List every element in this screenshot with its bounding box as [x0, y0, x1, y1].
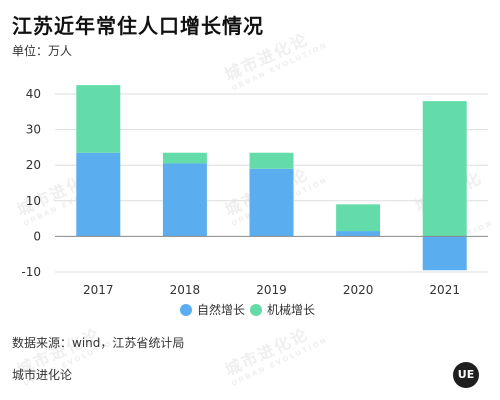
bar-segment — [76, 152, 121, 237]
bar-segment — [76, 85, 121, 153]
legend-label: 机械增长 — [267, 302, 315, 317]
y-tick-label: 20 — [26, 158, 41, 172]
brand-logo: UE — [453, 362, 479, 388]
bar-segment — [249, 168, 294, 237]
brand-name: 城市进化论 — [12, 368, 73, 382]
x-tick-label: 2019 — [256, 283, 287, 297]
page-title: 江苏近年常住人口增长情况 — [12, 14, 264, 38]
bar-segment — [162, 163, 207, 237]
y-tick-label: 30 — [26, 123, 41, 137]
bar-segment — [336, 204, 381, 232]
x-tick-label: 2020 — [343, 283, 374, 297]
y-tick-label: 0 — [33, 229, 41, 243]
legend: 自然增长 机械增长 — [180, 302, 315, 317]
legend-swatch — [250, 304, 262, 316]
y-tick-label: 40 — [26, 87, 41, 101]
bar-segment — [422, 236, 467, 271]
bar-segment — [336, 231, 381, 237]
bar-segment — [249, 152, 294, 169]
x-tick-label: 2018 — [170, 283, 201, 297]
bar-segment — [162, 152, 207, 164]
legend-label: 自然增长 — [197, 302, 245, 317]
data-source: 数据来源：wind，江苏省统计局 — [12, 336, 185, 350]
unit-label: 单位：万人 — [12, 44, 73, 58]
axis-layer: -10 0 10 20 30 40 2017 2018 2019 2020 2021 — [21, 87, 488, 297]
y-tick-label: -10 — [21, 265, 41, 279]
legend-swatch — [180, 304, 192, 316]
x-tick-label: 2021 — [429, 283, 460, 297]
bar-segment — [422, 101, 467, 237]
x-tick-label: 2017 — [83, 283, 114, 297]
y-tick-label: 10 — [26, 194, 41, 208]
bar-layer — [76, 85, 467, 271]
